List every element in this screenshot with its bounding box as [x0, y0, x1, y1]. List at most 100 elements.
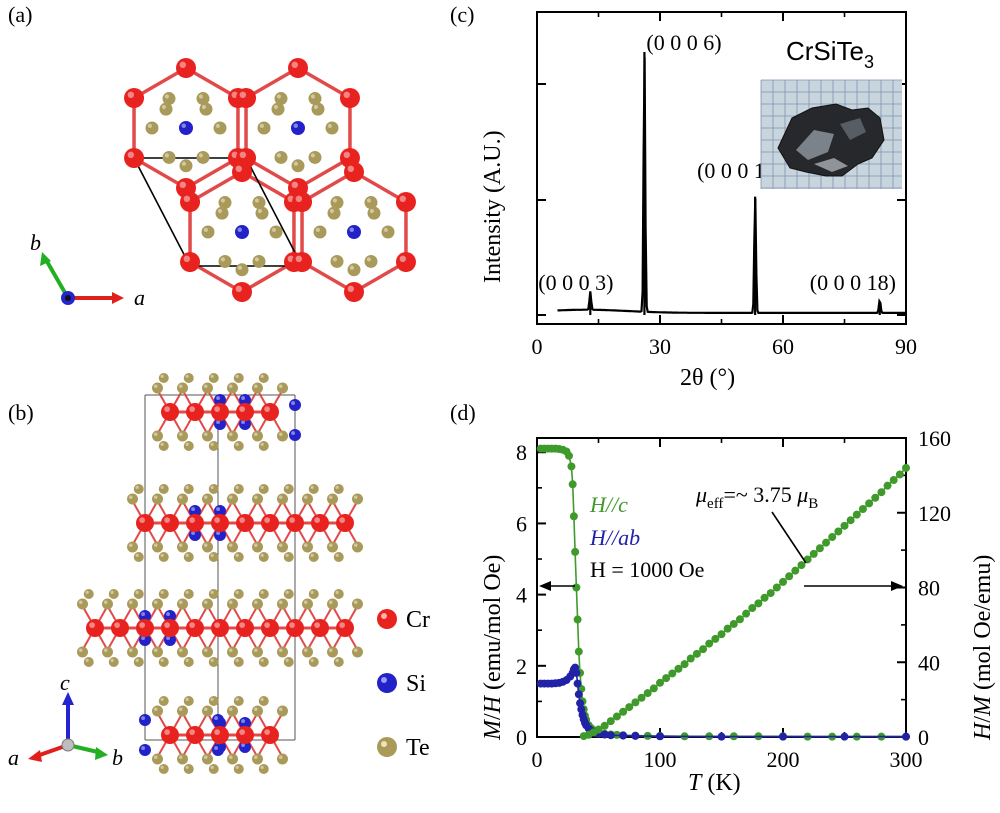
- legend-te-label: Te: [406, 735, 430, 761]
- te-atom: [313, 225, 327, 239]
- cr-atom: [161, 726, 179, 744]
- te-atom: [158, 484, 169, 494]
- te-atom: [233, 764, 244, 774]
- chi-data-point: [619, 707, 628, 716]
- te-atom: [152, 382, 163, 394]
- te-atom: [347, 263, 361, 277]
- chi-plot-frame: [536, 437, 907, 738]
- te-atom: [227, 382, 238, 394]
- te-atom: [227, 705, 238, 717]
- cr-atom: [236, 403, 254, 421]
- xrd-peak-label: (0 0 0 3): [538, 270, 613, 295]
- chi-data-point: [680, 660, 689, 669]
- cr-atom: [161, 403, 179, 421]
- cr-atom: [186, 619, 204, 637]
- te-atom: [308, 484, 319, 494]
- te-atom: [327, 493, 338, 505]
- te-atom: [333, 552, 344, 562]
- te-atom: [252, 646, 263, 658]
- chi-data-point: [606, 717, 615, 726]
- te-atom: [258, 373, 269, 383]
- te-atom: [133, 657, 144, 667]
- chi-data-point: [649, 684, 658, 693]
- chi-data-point: [723, 624, 732, 633]
- chi-data-point: [754, 599, 763, 608]
- te-atom: [352, 541, 363, 553]
- te-atom: [202, 646, 213, 658]
- te-atom: [177, 382, 188, 394]
- cr-atom: [211, 726, 229, 744]
- cr-atom: [232, 162, 252, 182]
- te-atom: [327, 541, 338, 553]
- chi-ticks: [536, 437, 907, 738]
- chi-x-axis-label: T (K): [688, 770, 741, 796]
- chi-data-point: [612, 712, 621, 721]
- chi-data-point: [871, 493, 880, 502]
- te-atom: [277, 493, 288, 505]
- chi-data-point: [573, 615, 582, 624]
- te-atom: [364, 254, 378, 268]
- te-atom: [158, 696, 169, 706]
- te-atom: [218, 254, 232, 268]
- te-atom: [352, 493, 363, 505]
- chi-data-point: [600, 721, 609, 730]
- cr-atom: [286, 619, 304, 637]
- te-atom: [127, 493, 138, 505]
- chi-data-point: [568, 480, 577, 489]
- te-atom: [218, 196, 232, 210]
- panel-label-d: (d): [450, 400, 476, 425]
- chi-data-point: [572, 583, 581, 592]
- chi-data-point: [760, 593, 769, 602]
- cr-atom: [236, 726, 254, 744]
- te-atom: [308, 92, 322, 106]
- right-axis-arrow: [804, 581, 903, 591]
- te-atom: [183, 589, 194, 599]
- legend-item-si: Si: [377, 671, 426, 697]
- legend-item-te: Te: [377, 735, 430, 761]
- te-atom: [183, 441, 194, 451]
- te-atom: [208, 657, 219, 667]
- te-atom: [77, 598, 88, 610]
- cr-atom: [211, 403, 229, 421]
- si-atom: [189, 529, 201, 541]
- chi-data-point: [643, 689, 652, 698]
- si-atom: [347, 225, 361, 239]
- si-atom: [212, 744, 224, 756]
- cr-atom: [211, 514, 229, 532]
- te-atom: [233, 373, 244, 383]
- te-atom: [215, 206, 229, 220]
- chi-series-2: [579, 463, 910, 741]
- legend-item-cr: Cr: [377, 607, 430, 633]
- chi-data-point: [600, 730, 609, 739]
- te-atom: [199, 102, 213, 116]
- chi-left-tick-label: 2: [516, 654, 527, 679]
- mu-sub-eff: eff: [707, 496, 723, 512]
- te-atom: [271, 102, 285, 116]
- cr-atom: [336, 514, 354, 532]
- cr-atom: [186, 403, 204, 421]
- xrd-y-axis-label: Intensity (A.U.): [480, 130, 506, 283]
- te-atom: [252, 430, 263, 442]
- te-atom: [333, 657, 344, 667]
- si-atom: [289, 399, 301, 411]
- te-atom: [327, 206, 341, 220]
- te-atom: [257, 121, 271, 135]
- cr-atom: [261, 403, 279, 421]
- te-atom: [252, 705, 263, 717]
- te-atom: [308, 589, 319, 599]
- cr-atom: [124, 148, 145, 168]
- te-atom: [233, 696, 244, 706]
- te-atom: [277, 541, 288, 553]
- si-atom: [291, 121, 305, 135]
- te-atom: [352, 598, 363, 610]
- te-atom: [208, 373, 219, 383]
- chi-data-point: [828, 533, 837, 542]
- xrd-x-tick-labels: 0 30 60 90: [532, 334, 918, 359]
- te-atom: [252, 382, 263, 394]
- te-atom: [227, 646, 238, 658]
- chi-data-point: [567, 462, 576, 471]
- axis-a-label: a: [134, 285, 145, 310]
- te-atom: [252, 598, 263, 610]
- cr-atom: [161, 619, 179, 637]
